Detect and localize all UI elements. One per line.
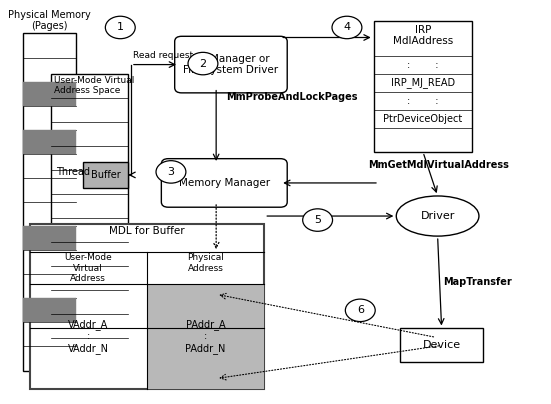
Text: MmGetMdlVirtualAddress: MmGetMdlVirtualAddress (368, 160, 509, 170)
Text: MDL for Buffer: MDL for Buffer (109, 226, 185, 236)
FancyBboxPatch shape (374, 21, 472, 152)
FancyBboxPatch shape (175, 36, 287, 93)
Text: User-Mode
Virtual
Address: User-Mode Virtual Address (64, 253, 112, 283)
FancyBboxPatch shape (83, 162, 128, 188)
FancyBboxPatch shape (23, 34, 76, 370)
Text: I/O Manager or
File System Driver: I/O Manager or File System Driver (183, 54, 278, 76)
FancyBboxPatch shape (23, 130, 76, 154)
Circle shape (105, 16, 135, 39)
Circle shape (332, 16, 362, 39)
Circle shape (345, 299, 375, 322)
Text: Device: Device (423, 341, 461, 350)
Text: 2: 2 (199, 59, 207, 69)
FancyBboxPatch shape (30, 224, 264, 389)
Circle shape (302, 209, 333, 231)
Text: 5: 5 (314, 215, 321, 225)
FancyBboxPatch shape (147, 284, 264, 389)
Text: MapTransfer: MapTransfer (443, 277, 512, 287)
FancyBboxPatch shape (161, 159, 287, 207)
Text: 1: 1 (117, 23, 124, 32)
Text: MmProbeAndLockPages: MmProbeAndLockPages (226, 92, 358, 102)
Text: User-Mode Virtual
Address Space: User-Mode Virtual Address Space (53, 76, 134, 95)
Text: Memory Manager: Memory Manager (179, 178, 270, 188)
Text: Buffer: Buffer (91, 170, 121, 180)
FancyBboxPatch shape (400, 328, 483, 362)
Text: Physical Memory
(Pages): Physical Memory (Pages) (8, 10, 91, 32)
Text: 6: 6 (357, 305, 364, 316)
Text: Read request: Read request (133, 51, 193, 60)
Text: VAddr_A
:
VAddr_N: VAddr_A : VAddr_N (68, 319, 109, 354)
Text: Physical
Address: Physical Address (187, 253, 224, 273)
FancyBboxPatch shape (23, 226, 76, 250)
Text: PtrDeviceObject: PtrDeviceObject (383, 114, 463, 124)
Text: IRP_MJ_READ: IRP_MJ_READ (391, 77, 455, 88)
Text: Driver: Driver (420, 211, 455, 221)
Ellipse shape (396, 196, 479, 236)
Circle shape (188, 53, 218, 75)
Text: Thread: Thread (56, 167, 90, 177)
Text: 4: 4 (343, 23, 350, 32)
Text: IRP
MdlAddress: IRP MdlAddress (393, 25, 453, 46)
Text: :        :: : : (407, 96, 439, 106)
Circle shape (156, 161, 186, 183)
FancyBboxPatch shape (51, 74, 128, 362)
FancyBboxPatch shape (23, 298, 76, 322)
FancyBboxPatch shape (23, 82, 76, 106)
Text: :        :: : : (407, 59, 439, 69)
Text: 3: 3 (168, 167, 175, 177)
Text: PAddr_A
:
PAddr_N: PAddr_A : PAddr_N (186, 319, 226, 354)
